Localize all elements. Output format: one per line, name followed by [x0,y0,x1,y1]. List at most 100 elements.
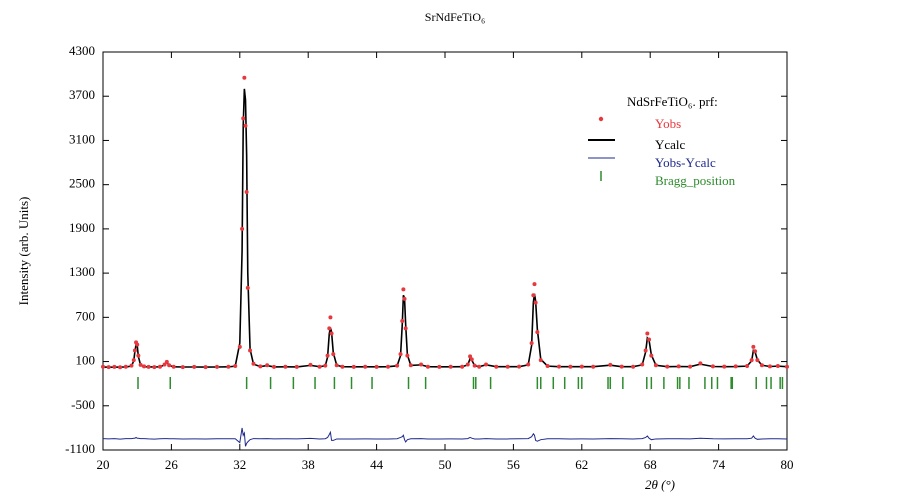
legend-label: Bragg_position [655,173,736,188]
observed-point [203,365,208,370]
observed-point [532,282,537,287]
observed-point [242,75,247,80]
observed-point [308,362,313,367]
observed-point [653,363,658,368]
x-tick-label: 20 [97,457,110,472]
y-tick-label: -500 [71,397,95,412]
legend-symbol [598,116,604,122]
x-tick-label: 68 [644,457,657,472]
observed-point [135,342,140,347]
observed-point [251,361,256,366]
x-tick-label: 50 [439,457,452,472]
observed-point [340,364,345,369]
observed-point [640,362,645,367]
x-tick-label: 56 [507,457,521,472]
observed-point [398,352,403,357]
x-tick-label: 62 [575,457,588,472]
observed-point [215,364,219,369]
legend-title: NdSrFeTiO₆. prf: [627,94,718,109]
observed-point [403,326,408,331]
x-tick-label: 38 [302,457,315,472]
observed-point [233,363,238,368]
observed-point [408,363,413,368]
y-tick-label: 4300 [69,43,95,58]
profile-line [102,427,788,447]
observed-point [101,364,105,369]
observed-point [331,352,336,357]
observed-point [325,353,330,358]
observed-point [647,337,652,342]
observed-point [167,363,172,368]
observed-point [106,365,111,370]
observed-point [192,364,197,369]
observed-point [545,363,550,368]
observed-point [374,364,379,369]
observed-point [294,364,299,369]
x-tick-label: 80 [781,457,794,472]
observed-point [327,326,332,331]
observed-point [448,364,453,369]
observed-point [323,363,328,368]
observed-point [258,364,263,369]
observed-point [751,344,756,349]
profile-line [102,88,788,368]
observed-point [665,364,670,369]
observed-point [162,362,167,367]
observed-point [129,363,134,368]
observed-point [477,364,482,369]
observed-point [317,364,322,369]
observed-point [118,365,123,370]
observed-point [465,362,470,367]
observed-point [152,365,157,370]
observed-point [437,364,442,369]
y-tick-label: 700 [76,308,96,323]
observed-point [136,353,141,358]
observed-point [733,364,738,369]
observed-point [138,362,143,367]
observed-point [755,358,760,363]
observed-point [753,349,758,354]
y-tick-label: 3700 [69,87,95,102]
observed-point [329,331,334,336]
observed-point [425,364,430,369]
observed-point [557,364,561,369]
y-tick-label: 3100 [69,131,95,146]
observed-point [494,364,499,369]
x-tick-label: 44 [370,457,384,472]
observed-point [395,363,400,368]
observed-point [698,361,703,366]
observed-point [710,364,715,369]
observed-point [591,364,596,369]
observed-point [676,364,681,369]
x-tick-label: 26 [165,457,179,472]
observed-point [180,365,185,370]
observed-point [248,348,253,353]
observed-point [533,300,538,305]
observed-point [531,293,536,298]
legend-label: Yobs [655,116,681,131]
observed-point [535,330,540,335]
observed-point [749,358,754,363]
x-tick-label: 74 [712,457,726,472]
observed-point [405,353,410,358]
observed-point [649,353,654,358]
observed-point [579,364,584,369]
observed-point [272,364,276,369]
observed-point [171,364,176,369]
observed-point [363,364,368,369]
observed-point [334,363,339,368]
observed-point [608,362,613,367]
plot-frame [102,51,788,451]
observed-point [529,341,534,346]
observed-point [484,362,489,367]
observed-point [619,364,624,369]
observed-point [469,357,474,362]
observed-point [131,358,136,363]
y-axis-label: Intensity (arb. Units) [16,197,31,306]
observed-point [526,362,531,367]
observed-point [226,364,231,369]
observed-point [517,364,522,369]
y-tick-label: 1900 [69,220,95,235]
legend-label: Yobs-Ycalc [655,155,716,170]
observed-point [785,364,789,369]
